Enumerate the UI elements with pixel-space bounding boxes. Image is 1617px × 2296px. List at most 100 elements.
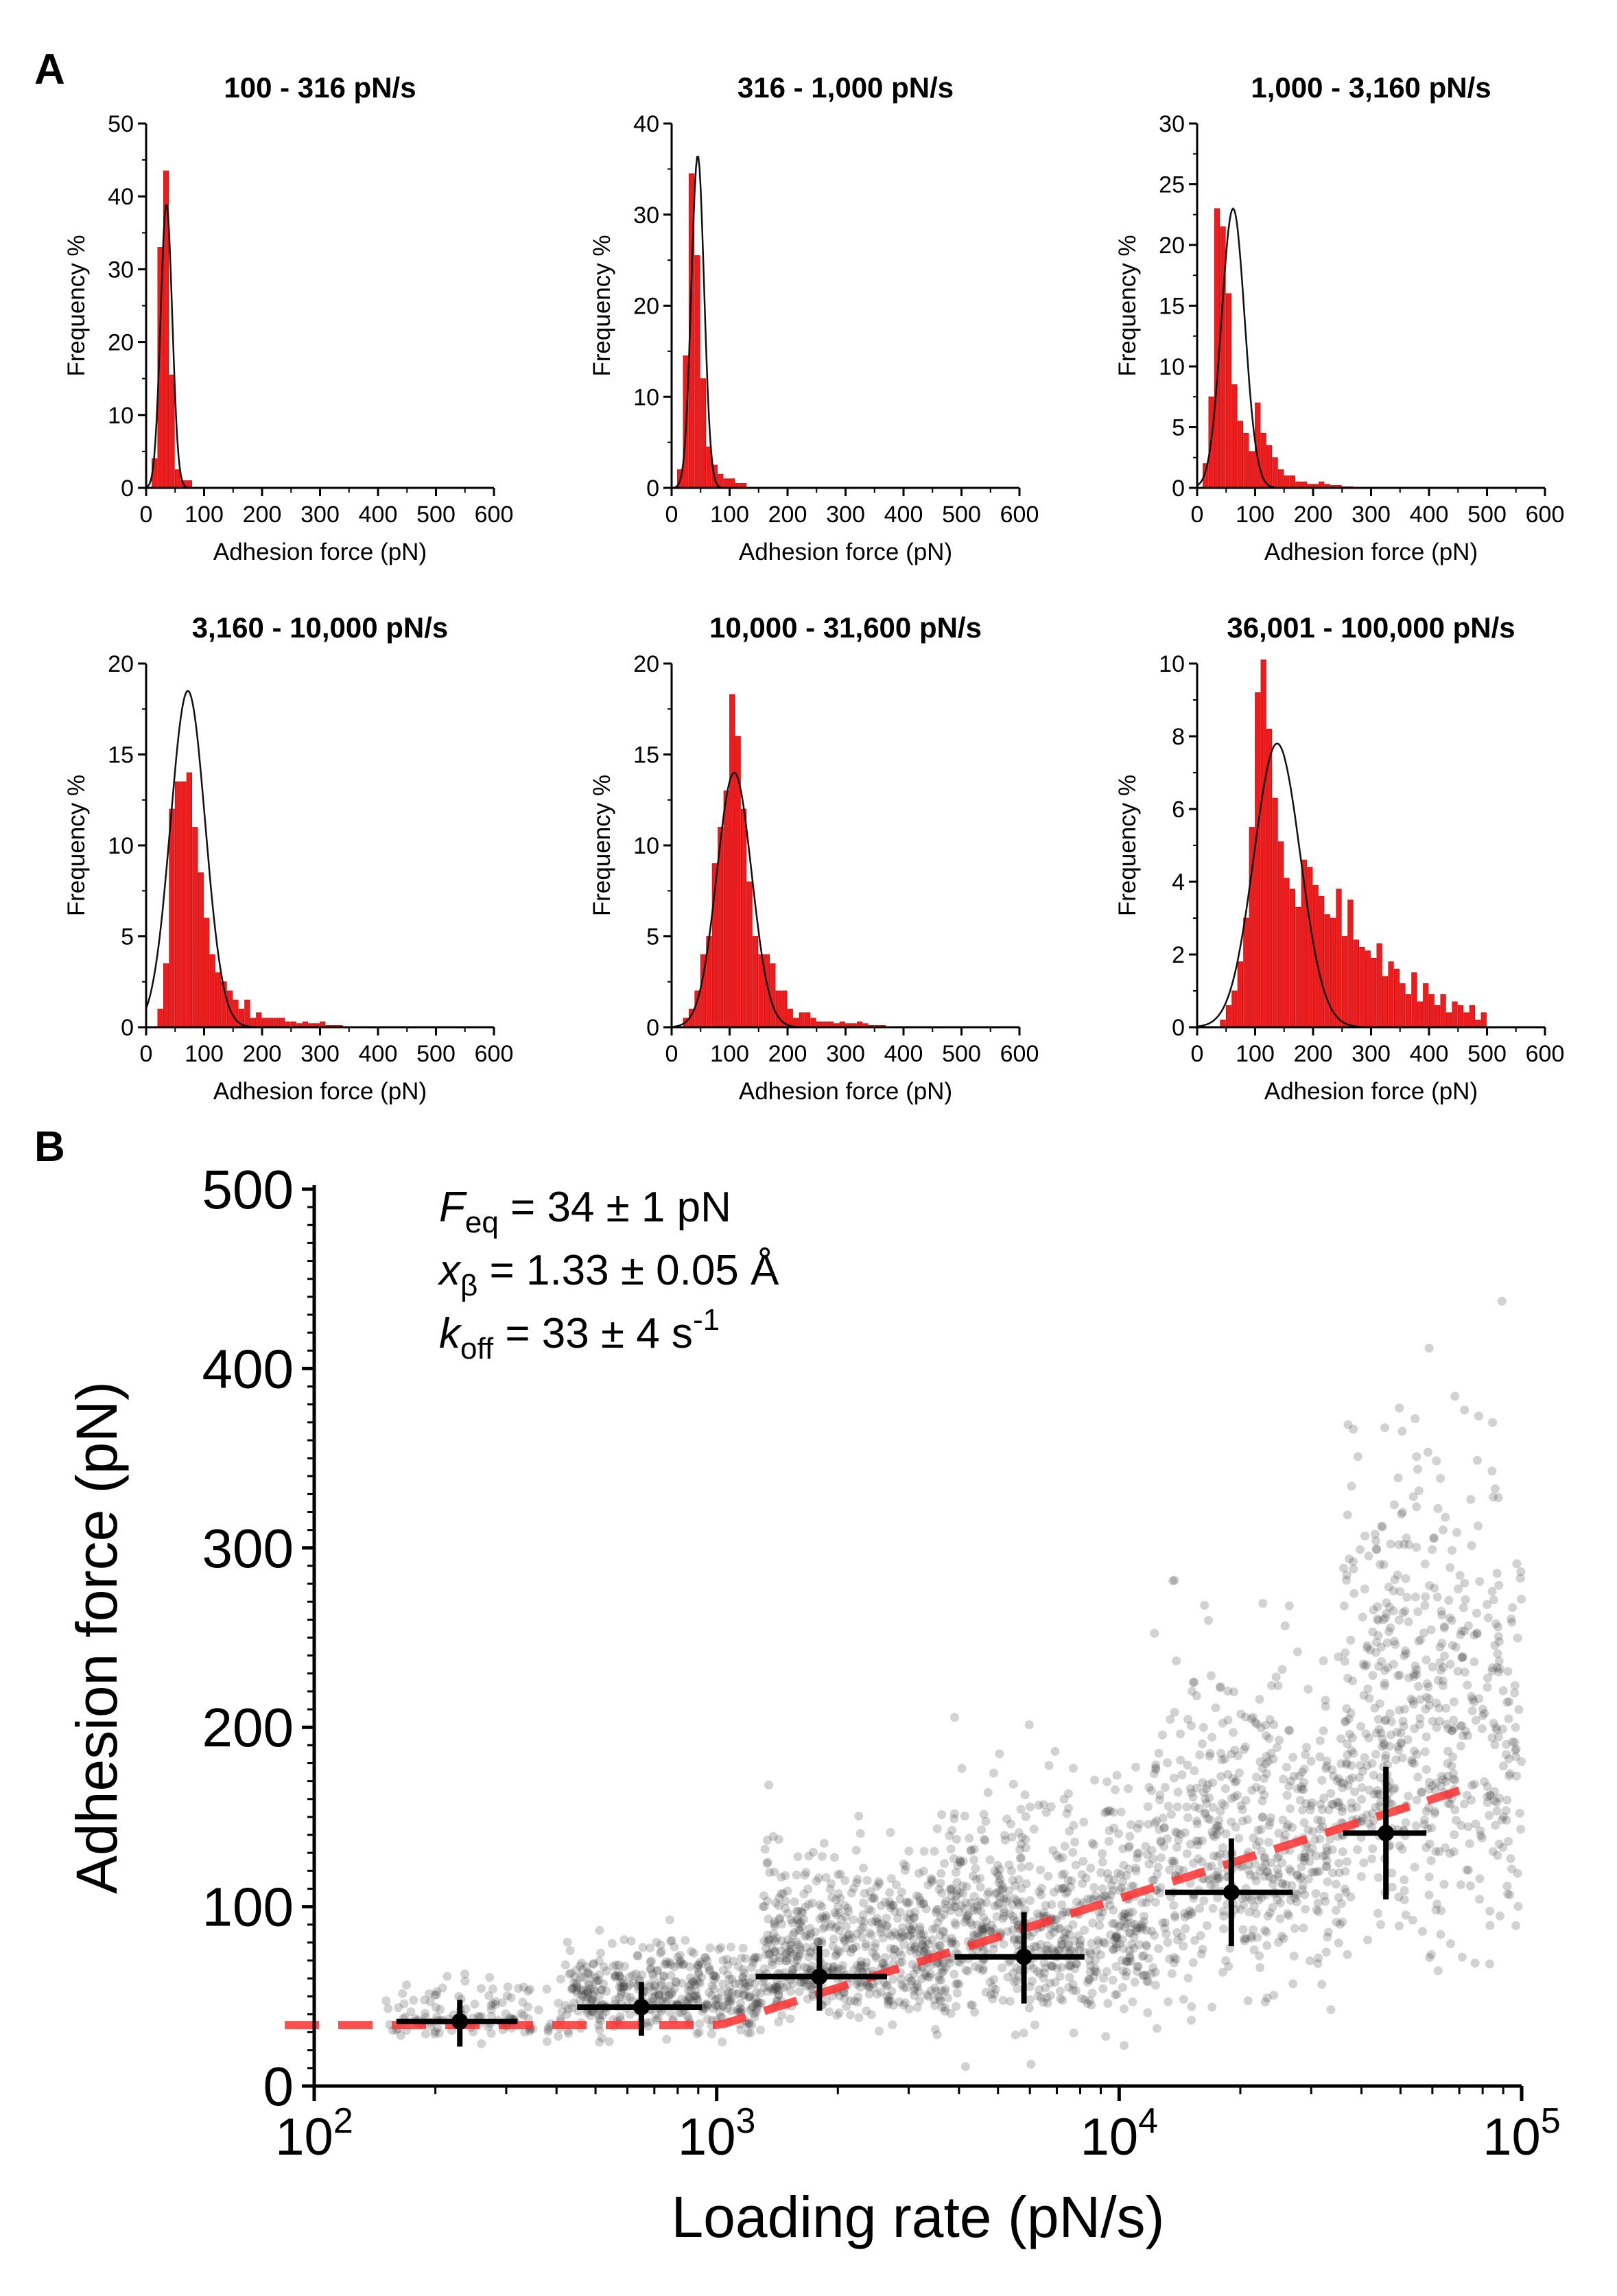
scatter-point bbox=[866, 1930, 876, 1940]
scatter-point bbox=[717, 1987, 726, 1997]
histogram-bar bbox=[1393, 968, 1400, 1028]
scatter-point bbox=[770, 1947, 780, 1956]
scatter-point bbox=[1054, 1945, 1064, 1954]
scatter-point bbox=[1440, 1651, 1449, 1661]
scatter-point bbox=[1424, 1890, 1434, 1900]
scatter-point bbox=[1356, 1761, 1365, 1770]
scatter-point bbox=[740, 1968, 749, 1978]
scatter-point bbox=[1494, 1732, 1503, 1742]
scatter-point bbox=[1476, 1831, 1485, 1840]
scatter-point bbox=[687, 1947, 696, 1956]
scatter-point bbox=[1457, 1626, 1467, 1636]
scatter-point bbox=[646, 1958, 655, 1967]
scatter-point bbox=[1039, 1998, 1048, 2007]
scatter-point bbox=[1376, 1797, 1386, 1807]
scatter-point bbox=[716, 2012, 725, 2022]
scatter-point bbox=[831, 1923, 840, 1933]
scatter-point bbox=[1072, 1986, 1081, 1995]
y-tick-label: 8 bbox=[1172, 724, 1185, 750]
scatter-point bbox=[1489, 1492, 1498, 1502]
scatter-point bbox=[1025, 1982, 1035, 1991]
scatter-point bbox=[1179, 1995, 1188, 2004]
scatter-point bbox=[543, 2027, 553, 2037]
scatter-point bbox=[1322, 1761, 1332, 1771]
scatter-point bbox=[1297, 1873, 1307, 1882]
scatter-point bbox=[692, 1994, 702, 2004]
scatter-point bbox=[1144, 1783, 1154, 1792]
scatter-point bbox=[1480, 1777, 1489, 1786]
scatter-point bbox=[1179, 1866, 1188, 1875]
scatter-point bbox=[599, 1979, 609, 1989]
scatter-point bbox=[1502, 1882, 1512, 1891]
scatter-point bbox=[1374, 1724, 1384, 1734]
scatter-point bbox=[941, 1963, 950, 1972]
scatter-point bbox=[652, 1966, 662, 1976]
scatter-point bbox=[958, 1881, 967, 1890]
scatter-point bbox=[805, 1923, 814, 1933]
scatter-point bbox=[1079, 1817, 1089, 1827]
x-tick-label: 103 bbox=[678, 2101, 755, 2166]
scatter-point bbox=[1056, 1923, 1065, 1933]
scatter-point bbox=[933, 1918, 943, 1928]
scatter-point bbox=[917, 1940, 927, 1949]
scatter-point bbox=[1325, 1834, 1335, 1844]
scatter-point bbox=[1398, 1716, 1408, 1726]
scatter-point bbox=[841, 1912, 851, 1921]
scatter-point bbox=[1202, 1784, 1212, 1794]
scatter-point bbox=[1503, 1667, 1513, 1676]
scatter-point bbox=[735, 1979, 744, 1989]
scatter-point bbox=[1349, 1425, 1358, 1434]
scatter-point bbox=[904, 1931, 913, 1941]
scatter-point bbox=[1094, 1908, 1104, 1917]
histogram-bar bbox=[775, 990, 781, 1028]
scatter-point bbox=[1185, 1906, 1194, 1916]
scatter-point bbox=[828, 1965, 838, 1974]
scatter-point bbox=[1478, 1711, 1487, 1720]
scatter-point bbox=[1369, 1605, 1378, 1615]
scatter-point bbox=[1158, 1814, 1168, 1823]
scatter-point bbox=[806, 1947, 816, 1956]
scatter-point bbox=[595, 2037, 604, 2047]
scatter-point bbox=[1297, 1785, 1307, 1794]
scatter-point bbox=[884, 2000, 893, 2009]
scatter-point bbox=[934, 1971, 943, 1981]
scatter-point bbox=[963, 1967, 973, 1976]
scatter-point bbox=[1098, 1849, 1107, 1858]
scatter-point bbox=[409, 1995, 418, 2005]
scatter-point bbox=[1047, 1900, 1057, 1910]
scatter-point bbox=[744, 1992, 753, 2002]
scatter-point bbox=[1011, 1881, 1020, 1890]
scatter-point bbox=[1421, 1592, 1430, 1602]
scatter-point bbox=[1349, 1589, 1359, 1598]
scatter-point bbox=[523, 2002, 533, 2012]
scatter-point bbox=[1016, 1840, 1026, 1849]
scatter-point bbox=[947, 1939, 956, 1948]
scatter-point bbox=[1154, 1944, 1164, 1954]
scatter-point bbox=[1014, 1828, 1024, 1838]
scatter-point bbox=[1231, 1776, 1241, 1785]
scatter-point bbox=[1472, 1628, 1482, 1638]
scatter-point bbox=[1109, 1906, 1118, 1915]
scatter-point bbox=[1163, 1938, 1172, 1947]
scatter-point bbox=[646, 1964, 656, 1973]
scatter-point bbox=[1487, 1733, 1497, 1743]
scatter-point bbox=[711, 1973, 720, 1982]
gaussian-fit-curve bbox=[1196, 207, 1545, 489]
scatter-point bbox=[1292, 1897, 1301, 1907]
histogram-bar bbox=[169, 808, 175, 1028]
scatter-point bbox=[764, 1949, 774, 1959]
scatter-point bbox=[1365, 1818, 1374, 1828]
scatter-point bbox=[975, 1897, 984, 1906]
scatter-point bbox=[1489, 1718, 1498, 1728]
scatter-point bbox=[1435, 1716, 1444, 1726]
scatter-point bbox=[1264, 1838, 1273, 1847]
scatter-point bbox=[1297, 1862, 1306, 1872]
scatter-point bbox=[901, 1897, 911, 1907]
scatter-point bbox=[1456, 1880, 1465, 1890]
scatter-point bbox=[1362, 1643, 1372, 1653]
scatter-point bbox=[1463, 1865, 1473, 1875]
scatter-point bbox=[597, 2033, 606, 2043]
scatter-point bbox=[1498, 1724, 1507, 1734]
scatter-point bbox=[420, 1995, 429, 2005]
scatter-point bbox=[1183, 1715, 1192, 1724]
